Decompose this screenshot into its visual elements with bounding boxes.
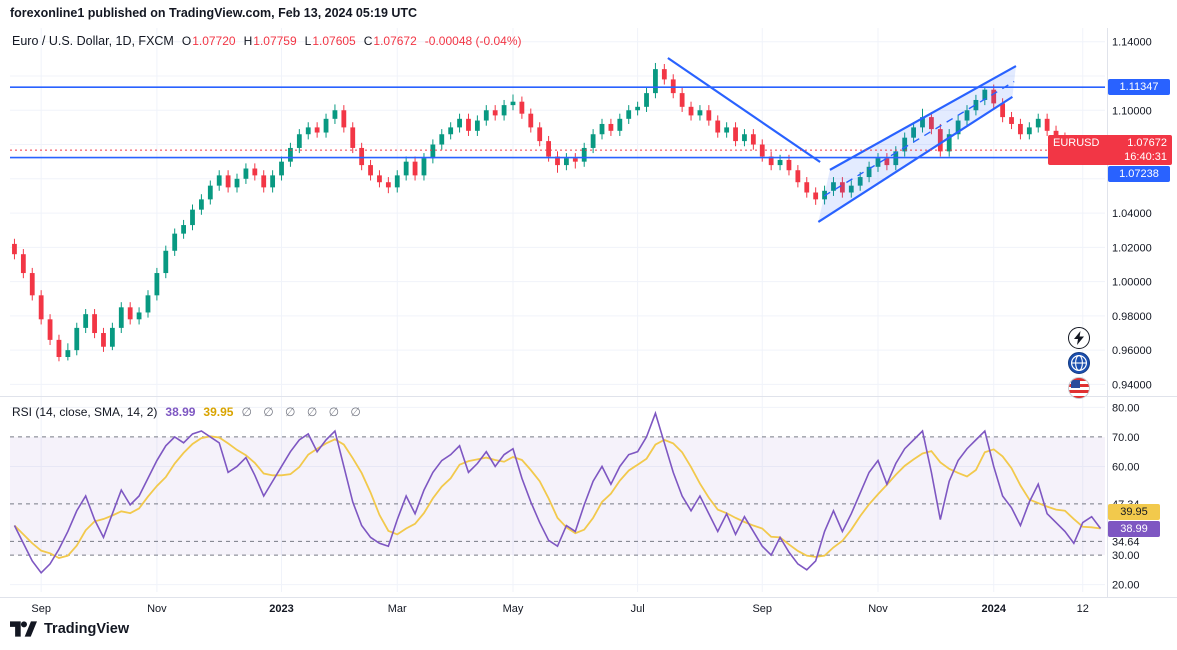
channel-fill [818, 66, 1016, 222]
price-level-badge-lower[interactable]: 1.07238 [1108, 166, 1170, 182]
rsi-sma-badge[interactable]: 39.95 [1108, 504, 1160, 520]
svg-text:Sep: Sep [752, 603, 772, 615]
symbol-title[interactable]: Euro / U.S. Dollar, 1D, FXCM [12, 34, 174, 48]
svg-text:0.96000: 0.96000 [1112, 345, 1152, 357]
last-price-badge[interactable]: EURUSD 1.07672 16:40:31 [1048, 135, 1172, 165]
pane-separators [0, 28, 1177, 598]
rsi-sma-value: 39.95 [203, 405, 234, 419]
svg-text:Nov: Nov [868, 603, 888, 615]
svg-text:1.04000: 1.04000 [1112, 208, 1152, 220]
publish-info: forexonline1 published on TradingView.co… [10, 6, 418, 20]
svg-text:30.00: 30.00 [1112, 550, 1140, 562]
tradingview-brand-text: TradingView [44, 621, 130, 637]
svg-text:12: 12 [1077, 603, 1089, 615]
svg-text:2024: 2024 [981, 603, 1006, 615]
svg-text:34.64: 34.64 [1112, 536, 1140, 548]
drawings-layer[interactable] [10, 57, 1105, 223]
svg-text:2023: 2023 [269, 603, 293, 615]
svg-text:0.98000: 0.98000 [1112, 311, 1152, 323]
svg-text:Nov: Nov [147, 603, 167, 615]
rsi-legend[interactable]: RSI (14, close, SMA, 14, 2) 38.99 39.95 … [12, 405, 365, 419]
lightning-icon [1068, 327, 1090, 349]
svg-text:1.10000: 1.10000 [1112, 105, 1152, 117]
badge-last-price: 1.07672 [1127, 137, 1167, 149]
svg-text:Jul: Jul [631, 603, 645, 615]
svg-text:May: May [503, 603, 524, 615]
change-value: -0.00048 (-0.04%) [424, 34, 522, 48]
badge-symbol-label: EURUSD [1053, 137, 1100, 149]
ohlc-open: O 1.07720 [181, 34, 236, 48]
channel-mid-dashed-line [823, 80, 1015, 197]
globe-icon [1068, 352, 1090, 374]
rsi-line [13, 410, 1102, 575]
channel-upper-line [829, 65, 1017, 171]
candles-layer [12, 62, 1103, 362]
rsi-pane [10, 410, 1105, 575]
flag-stripes-icon [1068, 377, 1090, 399]
ohlc-close: C 1.07672 [363, 34, 417, 48]
channel-lower-line [817, 95, 1014, 223]
rsi-empty-placeholders: ∅ ∅ ∅ ∅ ∅ ∅ [241, 405, 365, 419]
rsi-title[interactable]: RSI (14, close, SMA, 14, 2) [12, 405, 158, 419]
svg-text:60.00: 60.00 [1112, 461, 1140, 473]
svg-text:0.94000: 0.94000 [1112, 379, 1152, 391]
svg-text:1.14000: 1.14000 [1112, 37, 1152, 49]
bar-countdown: 16:40:31 [1124, 151, 1167, 163]
rsi-current-value: 38.99 [165, 405, 196, 419]
tradingview-footer[interactable]: TradingView [10, 621, 129, 637]
svg-text:20.00: 20.00 [1112, 580, 1140, 592]
svg-text:Sep: Sep [31, 603, 51, 615]
time-axis[interactable]: Sep Nov 2023 Mar May Jul Sep Nov 2024 12 [31, 603, 1088, 615]
descending-trendline [667, 57, 821, 163]
svg-text:1.02000: 1.02000 [1112, 242, 1152, 254]
ohlc-high: H 1.07759 [243, 34, 297, 48]
price-level-badge-upper[interactable]: 1.11347 [1108, 79, 1170, 95]
rsi-sma-line [13, 435, 1101, 559]
price-axis[interactable]: 1.14000 1.10000 1.04000 1.02000 1.00000 0.980… [1112, 37, 1152, 592]
flag-canton [1071, 380, 1080, 388]
svg-text:Mar: Mar [388, 603, 407, 615]
svg-text:1.00000: 1.00000 [1112, 277, 1152, 289]
ohlc-low: L 1.07605 [304, 34, 356, 48]
svg-text:80.00: 80.00 [1112, 402, 1140, 414]
svg-text:70.00: 70.00 [1112, 432, 1140, 444]
rsi-value-badge[interactable]: 38.99 [1108, 521, 1160, 537]
tradingview-logo-icon [10, 621, 37, 637]
